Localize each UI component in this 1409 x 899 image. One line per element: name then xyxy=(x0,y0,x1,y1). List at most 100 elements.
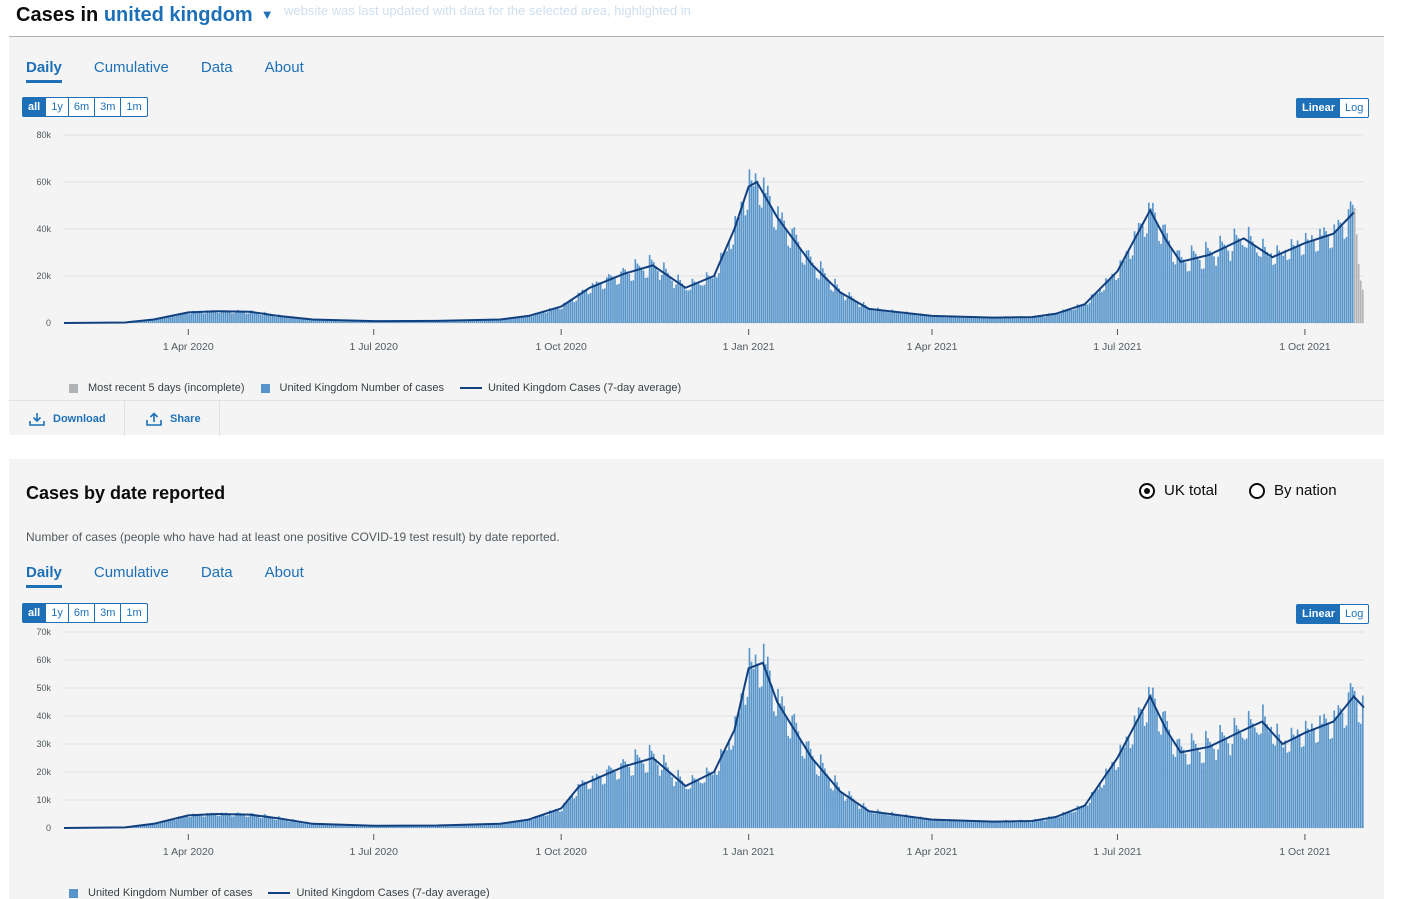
daily-bar xyxy=(294,820,296,828)
daily-bar xyxy=(599,777,602,828)
daily-bar xyxy=(347,320,349,323)
daily-bar xyxy=(1282,255,1285,323)
tab-about[interactable]: About xyxy=(264,564,304,581)
tab-cumulative[interactable]: Cumulative xyxy=(93,59,169,76)
range-6m[interactable]: 6m xyxy=(67,604,94,622)
share-button[interactable]: Share xyxy=(146,401,201,436)
tab-daily[interactable]: Daily xyxy=(26,564,62,588)
daily-bar xyxy=(956,820,959,828)
daily-bar xyxy=(326,824,329,828)
daily-bar xyxy=(1154,698,1156,828)
tab-about[interactable]: About xyxy=(264,59,304,76)
daily-bar xyxy=(1361,289,1364,323)
daily-bar xyxy=(693,778,696,828)
area-selector[interactable]: united kingdom xyxy=(103,4,253,26)
daily-bar xyxy=(1333,710,1336,828)
daily-bar xyxy=(608,765,610,828)
daily-bar xyxy=(927,315,930,323)
legend-swatch-bars xyxy=(69,888,78,898)
range-all[interactable]: all xyxy=(23,98,46,116)
range-3m[interactable]: 3m xyxy=(94,98,120,116)
chevron-down-icon[interactable]: ▼ xyxy=(260,7,274,22)
daily-bar xyxy=(1323,714,1325,828)
daily-bar xyxy=(548,810,551,828)
daily-bar xyxy=(654,759,657,828)
daily-bar xyxy=(218,313,221,323)
daily-bar xyxy=(1019,819,1022,828)
daily-bar xyxy=(432,825,435,828)
scale-log[interactable]: Log xyxy=(1345,102,1364,114)
daily-bar xyxy=(190,816,192,828)
daily-bar xyxy=(526,316,529,323)
tab-data[interactable]: Data xyxy=(200,59,233,76)
daily-bar xyxy=(1090,791,1093,828)
daily-bar xyxy=(868,811,871,828)
daily-bar xyxy=(815,774,818,828)
daily-bar xyxy=(1105,768,1107,828)
daily-bar xyxy=(145,320,148,323)
range-1m[interactable]: 1m xyxy=(120,604,146,622)
daily-bar xyxy=(355,825,358,828)
y-tick-label: 20k xyxy=(36,767,51,777)
daily-bar xyxy=(1109,770,1111,828)
daily-bar xyxy=(758,687,761,828)
daily-bar xyxy=(842,295,845,323)
daily-bar xyxy=(1223,735,1226,828)
download-button[interactable]: Download xyxy=(29,401,106,436)
scale-linear[interactable]: Linear xyxy=(1297,99,1341,117)
daily-bar xyxy=(1046,819,1048,828)
daily-bar xyxy=(991,317,993,323)
range-1y[interactable]: 1y xyxy=(45,604,68,622)
daily-bar xyxy=(528,315,531,323)
daily-bar xyxy=(897,312,900,323)
tab-daily[interactable]: Daily xyxy=(26,59,62,83)
daily-bar xyxy=(245,313,247,323)
range-3m[interactable]: 3m xyxy=(94,604,120,622)
daily-bar xyxy=(1205,730,1207,828)
daily-bar xyxy=(1156,222,1158,323)
daily-bar xyxy=(748,648,751,828)
daily-bar xyxy=(1125,251,1128,323)
scale-log[interactable]: Log xyxy=(1345,608,1364,620)
range-1m[interactable]: 1m xyxy=(120,98,146,116)
daily-bar xyxy=(353,320,355,323)
daily-bar xyxy=(414,825,417,828)
range-1y[interactable]: 1y xyxy=(45,98,68,116)
daily-bar xyxy=(1213,748,1215,828)
daily-bar xyxy=(1121,747,1124,828)
legend-swatch-incomplete xyxy=(69,383,78,393)
range-6m[interactable]: 6m xyxy=(67,98,94,116)
daily-bar xyxy=(887,312,889,323)
daily-bar xyxy=(149,319,152,323)
daily-bar xyxy=(705,767,708,828)
daily-bar xyxy=(1302,254,1305,323)
radio-uk-total[interactable]: UK total xyxy=(1139,482,1217,499)
daily-bar xyxy=(754,654,757,828)
daily-bar xyxy=(522,819,525,828)
daily-bar xyxy=(186,312,188,323)
tab-cumulative[interactable]: Cumulative xyxy=(93,564,169,581)
tab-data[interactable]: Data xyxy=(200,564,233,581)
daily-bar xyxy=(577,292,580,323)
daily-bar xyxy=(1029,318,1032,323)
daily-bar xyxy=(510,822,512,828)
daily-bar xyxy=(178,816,180,828)
scale-linear[interactable]: Linear xyxy=(1297,605,1341,623)
radio-by-nation[interactable]: By nation xyxy=(1249,482,1337,499)
daily-bar xyxy=(165,316,168,323)
daily-bar xyxy=(1231,743,1234,828)
daily-bar xyxy=(593,285,596,323)
daily-bar xyxy=(184,815,186,828)
daily-bar xyxy=(504,823,506,828)
daily-bar xyxy=(1211,745,1213,828)
daily-bar xyxy=(1355,701,1358,828)
daily-bar xyxy=(416,825,419,828)
range-all[interactable]: all xyxy=(23,604,46,622)
daily-bar xyxy=(196,815,199,828)
y-tick-label: 40k xyxy=(36,711,51,721)
daily-bar xyxy=(1221,732,1224,828)
daily-bar xyxy=(1143,236,1146,323)
daily-bar xyxy=(286,819,288,828)
daily-bar xyxy=(504,319,506,323)
daily-bar xyxy=(1251,241,1254,323)
